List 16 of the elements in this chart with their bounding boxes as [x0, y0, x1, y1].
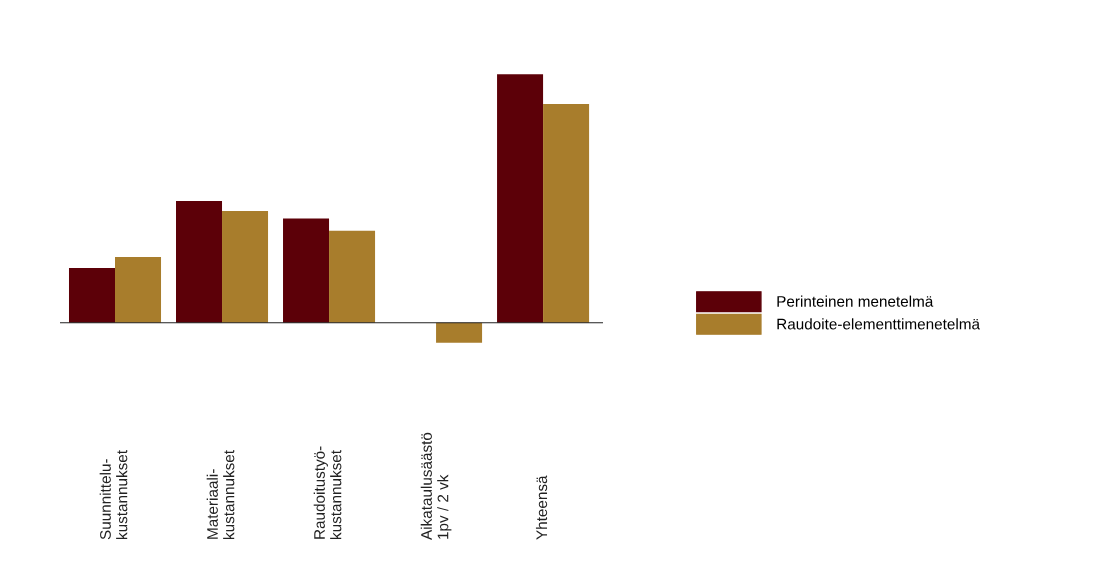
x-tick-label: Yhteensä — [535, 475, 548, 540]
bar — [329, 230, 376, 323]
legend-label: Perinteinen menetelmä — [777, 295, 934, 307]
bar — [436, 322, 483, 343]
bar — [176, 200, 223, 323]
x-tick-label: Aikataulusäästö 1pv / 2 vk — [420, 432, 452, 540]
bar — [115, 256, 162, 323]
bar — [222, 210, 269, 323]
bar — [543, 104, 590, 323]
bar — [68, 268, 116, 323]
bar — [497, 74, 544, 323]
x-tick-label: Suunnittelu- kustannukset — [99, 450, 128, 540]
x-tick-label: Materiaali- kustannukset — [206, 450, 235, 539]
x-tick-label: Raudoitustyö- kustannukset — [313, 446, 342, 539]
bar — [283, 218, 330, 323]
legend-label: Raudoite-elementtimenetelmä — [777, 318, 980, 330]
